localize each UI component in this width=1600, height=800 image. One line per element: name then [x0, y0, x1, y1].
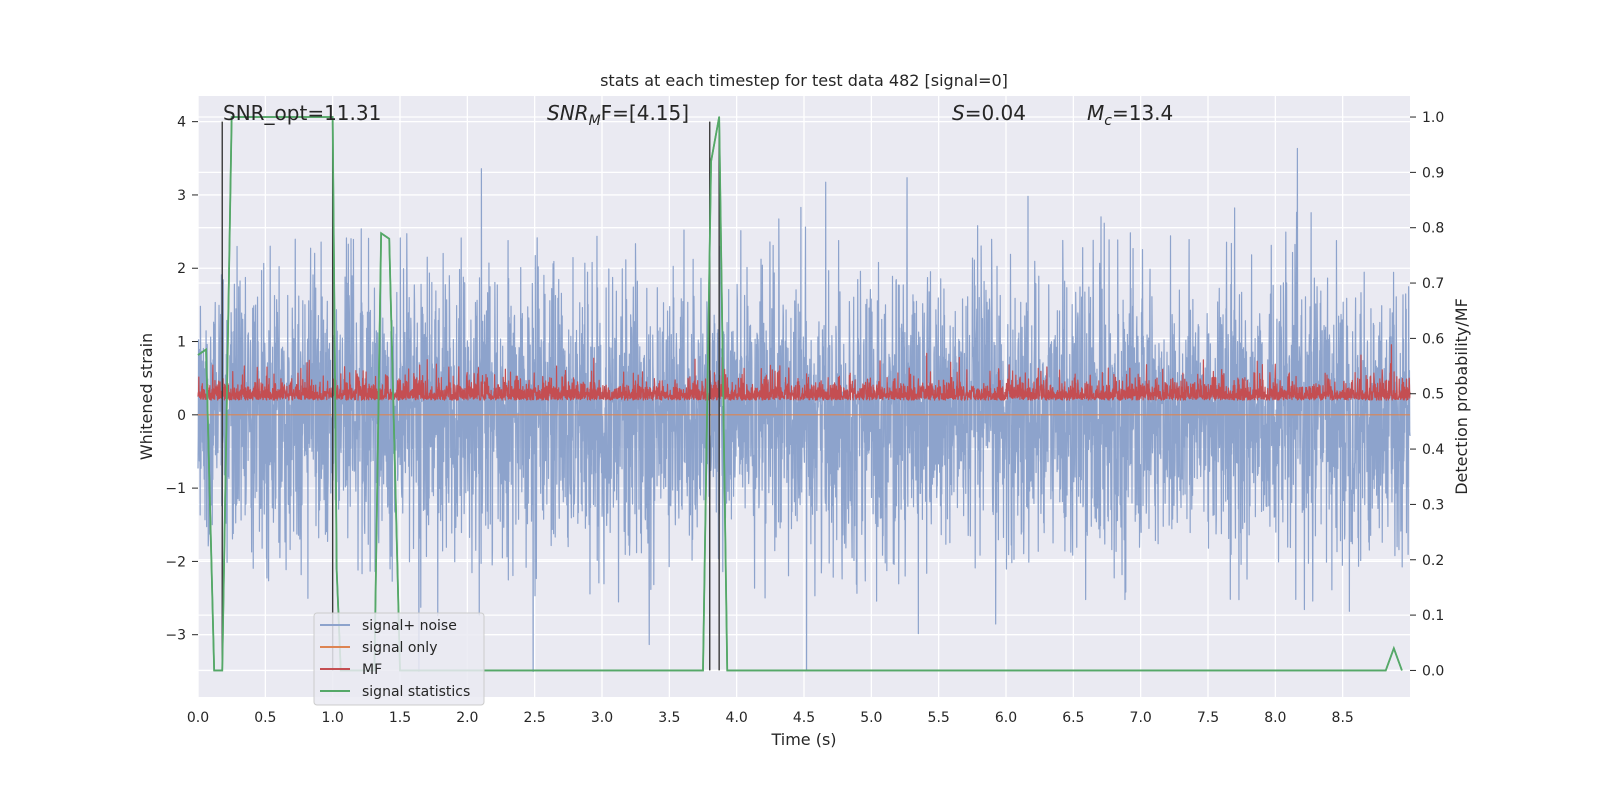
annotation-snr-mf-main: SNR — [547, 101, 589, 125]
legend-label-signal-noise: signal+ noise — [362, 618, 457, 634]
x-tick-label: 1.5 — [389, 710, 411, 726]
y-tick-label: 1 — [177, 335, 186, 351]
y-tick-label: −2 — [165, 554, 186, 570]
x-tick-label: 4.0 — [726, 710, 748, 726]
x-tick-label: 8.5 — [1332, 710, 1354, 726]
series-signal-statistics-line-top — [197, 116, 1403, 672]
annotation-snr-mf-sub: M — [589, 113, 601, 129]
y2-tick-label: 0.7 — [1422, 276, 1444, 292]
y-tick-label: 3 — [177, 188, 186, 204]
x-tick-label: 1.0 — [322, 710, 344, 726]
y2-axis-label: Detection probability/MF — [1452, 298, 1471, 495]
annotation-s-main: S — [952, 101, 965, 125]
legend-box — [313, 612, 485, 706]
x-tick-label: 0.5 — [254, 710, 276, 726]
series-mf-line — [197, 344, 1411, 401]
legend: signal+ noise signal only MF signal statist… — [313, 612, 485, 706]
y-tick-label: −1 — [165, 481, 186, 497]
annotation-snr-mf-rest: F=[4.15] — [601, 101, 689, 125]
annotation-snr-mf: SNRMF=[4.15] — [547, 101, 689, 129]
x-tick-label: 7.0 — [1130, 710, 1152, 726]
y-tick-label: −3 — [165, 628, 186, 644]
annotation-mc-rest: =13.4 — [1112, 101, 1173, 125]
y-tick-label: 2 — [177, 261, 186, 277]
y2-tick-label: 0.5 — [1422, 387, 1444, 403]
y-axis-right: 0.0 0.1 0.2 0.3 0.4 0.5 0.6 0.7 0.8 0.9 1.0 — [1410, 110, 1444, 679]
y2-tick-label: 1.0 — [1422, 110, 1444, 126]
x-tick-label: 4.5 — [793, 710, 815, 726]
x-tick-label: 3.0 — [591, 710, 613, 726]
y2-tick-label: 0.9 — [1422, 165, 1444, 181]
annotation-snr-opt: SNR_opt=11.31 — [223, 101, 381, 125]
y-axis-left: −3 −2 −1 0 1 2 3 4 — [165, 115, 198, 644]
y-tick-label: 4 — [177, 115, 186, 131]
annotation-mc-sub: c — [1104, 113, 1112, 129]
x-axis: 0.0 0.5 1.0 1.5 2.0 2.5 3.0 3.5 4.0 4.5 5.0 5.5 6.0 6… — [187, 710, 1354, 726]
x-tick-label: 7.5 — [1197, 710, 1219, 726]
x-tick-label: 6.5 — [1062, 710, 1084, 726]
x-tick-label: 6.0 — [995, 710, 1017, 726]
y2-tick-label: 0.8 — [1422, 221, 1444, 237]
data-layer — [197, 116, 1411, 672]
annotation-mc-main: M — [1087, 101, 1104, 125]
y2-tick-label: 0.2 — [1422, 553, 1444, 569]
x-tick-label: 5.0 — [860, 710, 882, 726]
x-tick-label: 2.5 — [524, 710, 546, 726]
legend-label-signal-statistics: signal statistics — [362, 684, 470, 700]
legend-label-signal-only: signal only — [362, 640, 437, 656]
x-axis-label: Time (s) — [770, 730, 836, 749]
y-axis-label: Whitened strain — [137, 333, 156, 460]
chart-title: stats at each timestep for test data 482… — [600, 71, 1008, 90]
x-tick-label: 2.0 — [456, 710, 478, 726]
y2-tick-label: 0.3 — [1422, 497, 1444, 513]
x-tick-label: 5.5 — [928, 710, 950, 726]
annotation-s-rest: =0.04 — [965, 101, 1026, 125]
y2-tick-label: 0.4 — [1422, 442, 1444, 458]
annotation-s: S=0.04 — [952, 101, 1026, 125]
annotation-mc: Mc=13.4 — [1087, 101, 1173, 129]
y2-tick-label: 0.1 — [1422, 608, 1444, 624]
x-tick-label: 0.0 — [187, 710, 209, 726]
y2-tick-label: 0.0 — [1422, 663, 1444, 679]
x-tick-label: 8.0 — [1264, 710, 1286, 726]
y-tick-label: 0 — [177, 408, 186, 424]
series-signal-noise-line — [197, 147, 1411, 672]
legend-label-mf: MF — [362, 662, 382, 678]
y2-tick-label: 0.6 — [1422, 331, 1444, 347]
x-tick-label: 3.5 — [658, 710, 680, 726]
